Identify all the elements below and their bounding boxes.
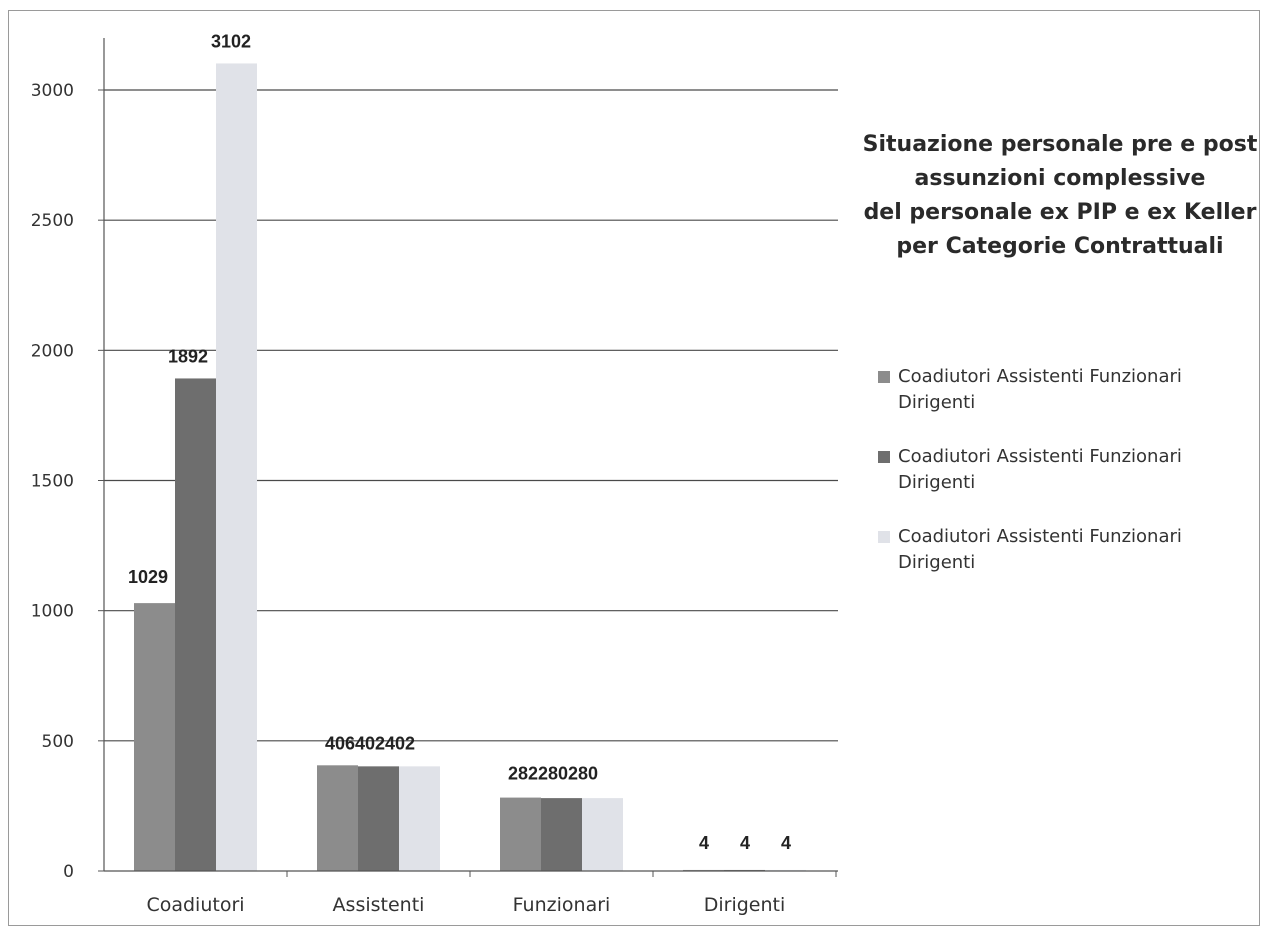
bar (317, 765, 358, 871)
chart-title-line: del personale ex PIP e ex Keller (863, 200, 1257, 225)
bar (399, 766, 440, 871)
bar (175, 378, 216, 871)
x-tick-label: Funzionari (513, 894, 611, 916)
data-label: 4 (781, 833, 791, 853)
chart-title: Situazione personale pre e post assunzio… (848, 128, 1264, 264)
bar (500, 797, 541, 871)
y-tick-label: 500 (42, 732, 74, 752)
data-label: 4 (699, 833, 709, 853)
x-tick-label: Dirigenti (704, 894, 786, 916)
legend-label: Coadiutori Assistenti Funzionari Dirigen… (898, 526, 1182, 573)
data-label: 406402402 (325, 733, 415, 753)
chart-title-line: Situazione personale pre e post (862, 132, 1258, 157)
bar (216, 63, 257, 872)
y-tick-label: 3000 (31, 81, 74, 101)
y-tick-label: 1000 (31, 602, 74, 622)
data-label: 3102 (211, 31, 251, 51)
chart-legend: Coadiutori Assistenti Funzionari Dirigen… (878, 364, 1258, 604)
legend-entry: Coadiutori Assistenti Funzionari Dirigen… (878, 444, 1258, 496)
bar (582, 798, 623, 871)
legend-swatch (878, 531, 890, 543)
data-label: 4 (740, 833, 750, 853)
legend-swatch (878, 371, 890, 383)
legend-swatch (878, 451, 890, 463)
x-tick-label: Coadiutori (146, 894, 244, 916)
chart-title-line: assunzioni complessive (914, 166, 1206, 191)
data-label: 1029 (128, 567, 168, 587)
data-label: 282280280 (508, 764, 598, 784)
legend-label: Coadiutori Assistenti Funzionari Dirigen… (898, 366, 1182, 413)
y-tick-label: 1500 (31, 472, 74, 492)
chart-title-line: per Categorie Contrattuali (896, 234, 1224, 259)
chart-frame (8, 10, 1260, 926)
bar (541, 798, 582, 871)
y-tick-label: 0 (63, 862, 74, 882)
bar (358, 766, 399, 871)
y-tick-label: 2500 (31, 211, 74, 231)
bar (134, 603, 175, 871)
legend-label: Coadiutori Assistenti Funzionari Dirigen… (898, 446, 1182, 493)
x-tick-label: Assistenti (333, 894, 425, 916)
legend-entry: Coadiutori Assistenti Funzionari Dirigen… (878, 364, 1258, 416)
legend-entry: Coadiutori Assistenti Funzionari Dirigen… (878, 524, 1258, 576)
y-tick-label: 2000 (31, 341, 74, 361)
data-label: 1892 (168, 346, 208, 366)
